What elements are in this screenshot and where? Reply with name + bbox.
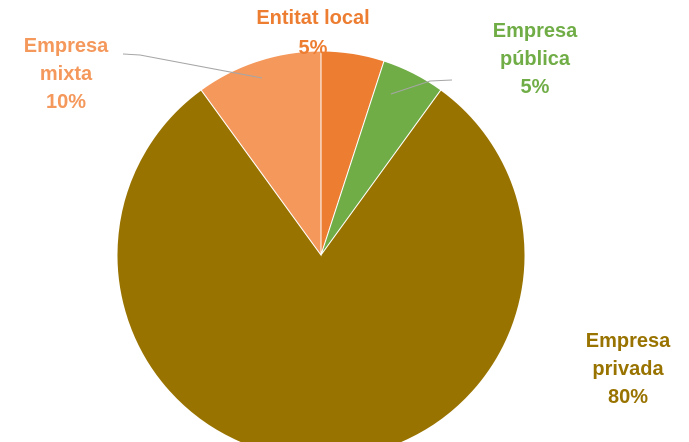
pie-slice-empresa-privada: [116, 89, 526, 442]
leader-lines: [122, 53, 453, 95]
data-label-empresa-mixta: Empresa mixta 10%: [24, 35, 109, 113]
pie-slice-empresa-mixta: [200, 50, 322, 257]
leader-line-empresa-mixta: [122, 53, 263, 79]
slice-labels: Entitat local 5% Empresa pública 5% Empresa pr…: [24, 7, 671, 408]
pie-slices: [116, 50, 526, 442]
data-label-empresa-publica: Empresa pública 5%: [493, 20, 578, 98]
data-label-entitat-local: Entitat local 5%: [256, 7, 369, 59]
leader-line-empresa-publica: [390, 79, 453, 95]
data-label-empresa-privada: Empresa privada 80%: [586, 330, 671, 408]
